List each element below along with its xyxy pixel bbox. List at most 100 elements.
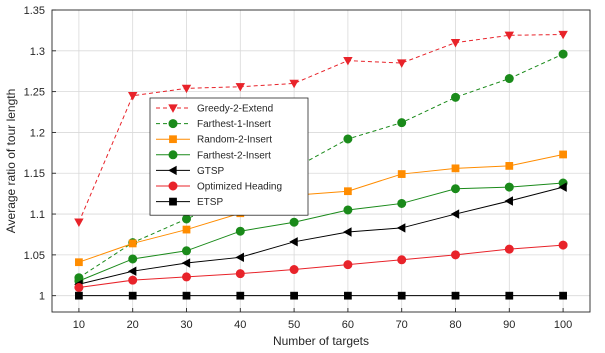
data-point: [559, 150, 567, 159]
legend-entry: Greedy-2-Extend: [156, 104, 273, 115]
data-point: [74, 218, 84, 228]
y-tick-label: 1: [39, 291, 45, 303]
data-point: [75, 258, 83, 267]
plot-area-frame: [51, 9, 591, 313]
data-point: [396, 59, 407, 68]
legend-entry: Random-2-Insert: [156, 135, 272, 146]
y-tick-label: 1.2: [30, 127, 45, 139]
legend-marker: [168, 119, 178, 129]
data-point: [343, 205, 353, 215]
data-point: [504, 31, 515, 41]
data-point: [450, 209, 460, 219]
data-point: [343, 134, 353, 144]
x-tick-label: 40: [234, 319, 246, 331]
series-optimized-heading: [74, 240, 568, 293]
data-point: [343, 227, 352, 237]
data-point: [128, 239, 137, 248]
data-point: [451, 164, 460, 173]
data-point: [558, 49, 568, 59]
data-point: [450, 184, 460, 194]
legend-label: Greedy-2-Extend: [197, 104, 273, 115]
data-point: [505, 162, 514, 170]
x-tick-label: 60: [342, 319, 354, 331]
y-tick-label: 1.05: [24, 250, 45, 262]
data-point: [289, 79, 299, 89]
legend-marker: [168, 150, 178, 160]
series-greedy-2-extend: [74, 30, 568, 228]
legend: Greedy-2-Extend Farthest-1-Insert Random-2…: [149, 97, 309, 216]
y-tick-label: 1.35: [24, 5, 45, 17]
data-point: [182, 225, 191, 234]
data-point: [397, 170, 406, 178]
data-point: [504, 244, 514, 254]
data-point: [289, 237, 298, 247]
legend-marker: [169, 197, 177, 206]
data-point: [235, 269, 245, 279]
axis-ticks: 10 20 30 40 50 60 70 80 90 100 1 1.05 1.1 1.15 1.2 1.25…: [24, 5, 573, 331]
data-point: [505, 291, 514, 300]
series-line: [78, 182, 564, 282]
data-point: [235, 252, 244, 263]
data-point: [128, 275, 138, 285]
x-axis-title: Number of targets: [273, 334, 369, 348]
data-point: [128, 254, 138, 264]
data-point: [450, 92, 460, 102]
series-layer: [74, 30, 568, 300]
data-point: [236, 291, 245, 300]
x-tick-label: 50: [288, 319, 300, 331]
y-tick-label: 1.25: [24, 87, 45, 99]
data-point: [181, 258, 191, 268]
series-line: [78, 33, 564, 223]
legend-label: Optimized Heading: [197, 182, 282, 193]
x-tick-label: 70: [396, 319, 408, 331]
legend-entry: ETSP: [156, 197, 223, 208]
data-point: [290, 291, 298, 300]
data-point: [289, 217, 299, 227]
data-point: [397, 255, 407, 265]
legend-label: GTSP: [197, 166, 225, 177]
data-point: [451, 291, 460, 300]
series-line: [78, 53, 564, 279]
data-point: [127, 92, 138, 101]
data-point: [181, 84, 192, 94]
data-point: [182, 291, 191, 300]
data-point: [343, 56, 353, 66]
data-point: [396, 223, 406, 233]
x-tick-label: 10: [73, 319, 85, 331]
y-axis-title: Average ratio of tour length: [4, 89, 18, 234]
data-point: [128, 291, 137, 300]
data-point: [558, 30, 568, 40]
legend-marker: [168, 181, 178, 191]
data-point: [450, 38, 461, 48]
y-tick-label: 1.1: [30, 209, 45, 221]
data-point: [182, 272, 192, 282]
x-tick-label: 30: [180, 319, 192, 331]
y-tick-label: 1.3: [30, 46, 45, 58]
x-tick-label: 90: [503, 319, 515, 331]
data-point: [397, 118, 407, 128]
data-point: [344, 187, 352, 196]
data-point: [504, 196, 513, 206]
data-point: [504, 74, 514, 84]
legend-marker: [168, 104, 178, 113]
series-etsp: [75, 291, 567, 300]
data-point: [182, 214, 192, 224]
legend-label: Farthest-2-Insert: [197, 150, 271, 161]
series-gtsp: [74, 182, 567, 289]
data-point: [450, 250, 460, 260]
legend-entry: Optimized Heading: [156, 182, 282, 193]
data-point: [558, 240, 568, 250]
series-line: [78, 153, 564, 263]
data-point: [74, 283, 84, 293]
legend-label: ETSP: [197, 197, 223, 208]
data-point: [559, 291, 567, 300]
legend-marker: [168, 165, 177, 176]
legend-entry: Farthest-1-Insert: [156, 119, 271, 130]
data-point: [344, 291, 352, 300]
legend-label: Farthest-1-Insert: [197, 119, 271, 130]
y-tick-label: 1.15: [24, 168, 45, 180]
data-point: [504, 182, 514, 192]
legend-entry: GTSP: [156, 165, 225, 177]
data-point: [235, 83, 246, 92]
